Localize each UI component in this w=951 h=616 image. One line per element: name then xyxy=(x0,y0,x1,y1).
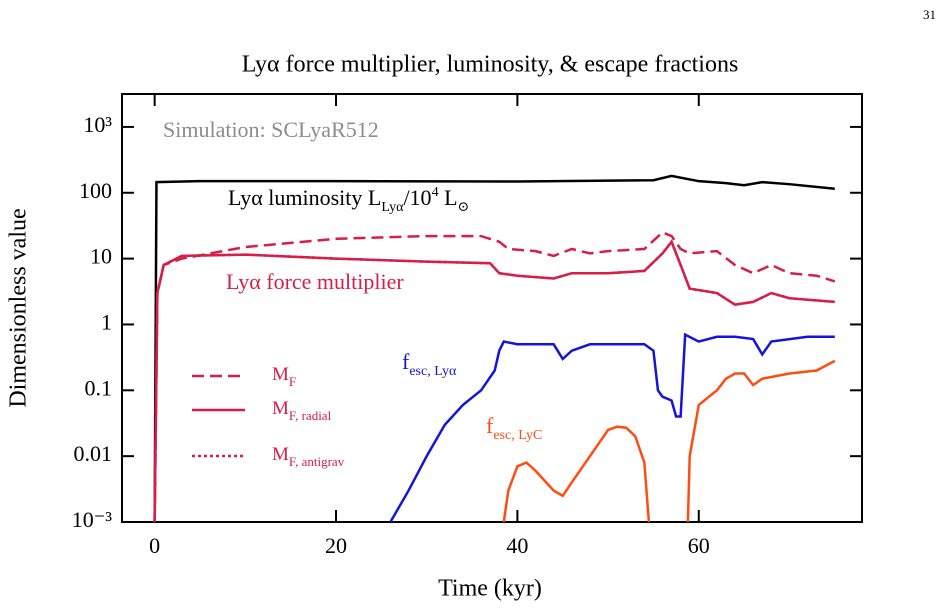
annotation-part: Lyα force multiplier xyxy=(226,269,404,294)
annotation: Lyα luminosity LLyα/104 L⊙ xyxy=(228,185,469,215)
page-number: 31 xyxy=(923,7,936,22)
annotation: fesc, Lyα xyxy=(402,349,457,379)
annotation-part: Lyα xyxy=(381,200,404,215)
legend-subscript: F, radial xyxy=(289,408,332,423)
y-tick-label: 1 xyxy=(101,310,112,335)
annotation-part: f xyxy=(402,349,410,374)
x-axis-label: Time (kyr) xyxy=(438,576,542,602)
x-tick-label: 20 xyxy=(325,533,347,558)
series-line xyxy=(153,230,836,522)
series-line xyxy=(389,332,835,522)
annotation-part: 4 xyxy=(432,185,439,200)
plot-frame xyxy=(121,93,863,523)
y-tick-label: 0.1 xyxy=(85,375,113,400)
y-tick-label: 100 xyxy=(79,178,112,203)
y-axis-label: Dimensionless value xyxy=(6,208,32,407)
legend-name: M xyxy=(272,398,289,419)
series-line xyxy=(153,239,835,522)
annotation: fesc, LyC xyxy=(486,413,542,443)
legend-label: MF, radial xyxy=(272,398,332,423)
x-tick-label: 40 xyxy=(506,533,528,558)
chart-title: Lyα force multiplier, luminosity, & esca… xyxy=(242,52,739,78)
annotation-part: /10 xyxy=(403,185,431,210)
legend-label: MF, antigrav xyxy=(272,444,345,469)
series-line xyxy=(153,174,835,522)
x-tick-label: 60 xyxy=(688,533,710,558)
legend-name: M xyxy=(272,364,289,385)
series-line xyxy=(502,359,836,522)
y-tick-label: 10 xyxy=(90,244,112,269)
annotation-part: Simulation: SCLyaR512 xyxy=(163,117,379,142)
annotation-part: esc, Lyα xyxy=(409,364,457,379)
annotation: Lyα force multiplier xyxy=(226,269,404,294)
annotation: Simulation: SCLyaR512 xyxy=(163,117,379,142)
legend-label: MF xyxy=(272,364,296,389)
annotation-part: esc, LyC xyxy=(493,428,542,443)
annotation-part: f xyxy=(486,413,494,438)
y-tick-label: 10³ xyxy=(83,112,112,137)
annotation-part: L xyxy=(439,185,458,210)
annotation-part: ⊙ xyxy=(458,200,470,215)
legend-name: M xyxy=(272,444,289,465)
y-tick-label: 10⁻³ xyxy=(72,507,113,532)
y-tick-label: 0.01 xyxy=(74,441,113,466)
legend-subscript: F, antigrav xyxy=(289,454,345,469)
legend-subscript: F xyxy=(289,374,296,389)
annotation-part: Lyα luminosity L xyxy=(228,185,381,210)
x-tick-label: 0 xyxy=(149,533,160,558)
